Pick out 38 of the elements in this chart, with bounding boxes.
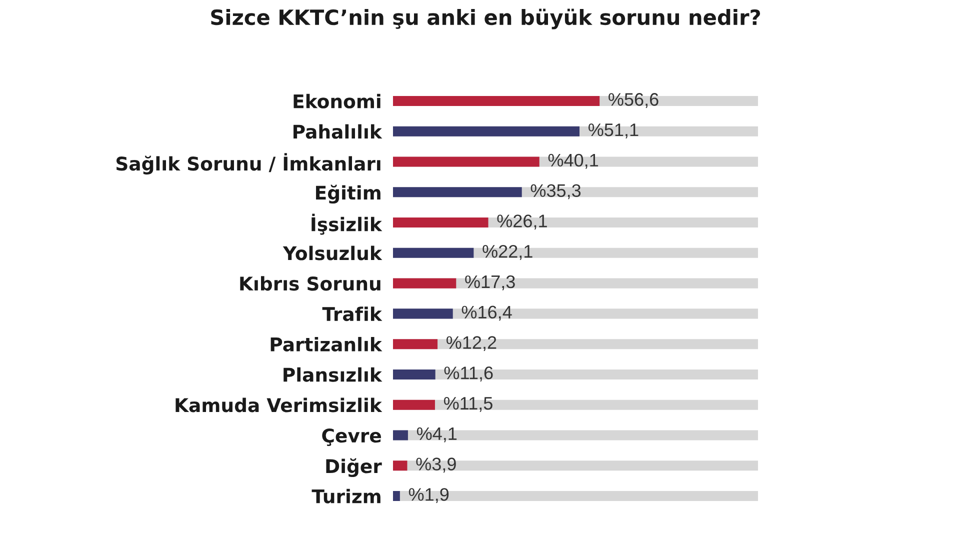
y-tick-label: Çevre bbox=[322, 428, 381, 446]
data-label: %12,2 bbox=[446, 336, 496, 352]
data-label: %35,3 bbox=[530, 184, 581, 200]
y-tick-label: Plansızlık bbox=[284, 367, 382, 382]
y-tick-label: Partizanlık bbox=[270, 336, 382, 352]
bar bbox=[393, 308, 453, 319]
bar bbox=[393, 400, 435, 410]
data-label: %4,1 bbox=[416, 427, 457, 442]
data-label: %26,1 bbox=[497, 214, 547, 230]
data-label: %3,9 bbox=[416, 458, 456, 473]
data-label: %17,3 bbox=[465, 275, 515, 290]
chart-title: Sizce KKTC’nin şu anki en büyük sorunu nedir? bbox=[211, 8, 760, 30]
bar bbox=[393, 460, 408, 471]
y-tick-label: İşsizlik bbox=[312, 214, 382, 235]
data-label: %56,6 bbox=[608, 93, 658, 108]
y-tick-label: Kamuda Verimsizlik bbox=[176, 398, 382, 412]
y-tick-label: Pahalılık bbox=[294, 124, 382, 139]
bar bbox=[393, 278, 456, 288]
y-tick-label: Kıbrıs Sorunu bbox=[240, 276, 380, 291]
bar bbox=[393, 248, 474, 258]
data-label: %51,1 bbox=[588, 124, 638, 138]
y-tick-label: Ekonomi bbox=[294, 94, 380, 108]
y-tick-label: Sağlık Sorunu / İmkanları bbox=[116, 153, 380, 174]
y-tick-label: Trafik bbox=[322, 306, 382, 322]
data-label: %11,6 bbox=[444, 366, 493, 382]
y-tick-label: Eğitim bbox=[316, 184, 380, 204]
y-tick-label: Yolsuzluk bbox=[282, 246, 382, 260]
data-label: %40,1 bbox=[548, 154, 598, 169]
bar bbox=[393, 369, 436, 380]
bar bbox=[393, 490, 400, 502]
y-tick-label: Turizm bbox=[312, 488, 380, 504]
data-label: %16,4 bbox=[462, 306, 512, 321]
bar bbox=[393, 339, 438, 350]
data-label: %11,5 bbox=[444, 396, 492, 412]
data-label: %1,9 bbox=[408, 488, 449, 503]
bar bbox=[393, 430, 408, 440]
data-label: %22,1 bbox=[482, 244, 532, 260]
y-tick-label: Diğer bbox=[326, 458, 382, 478]
